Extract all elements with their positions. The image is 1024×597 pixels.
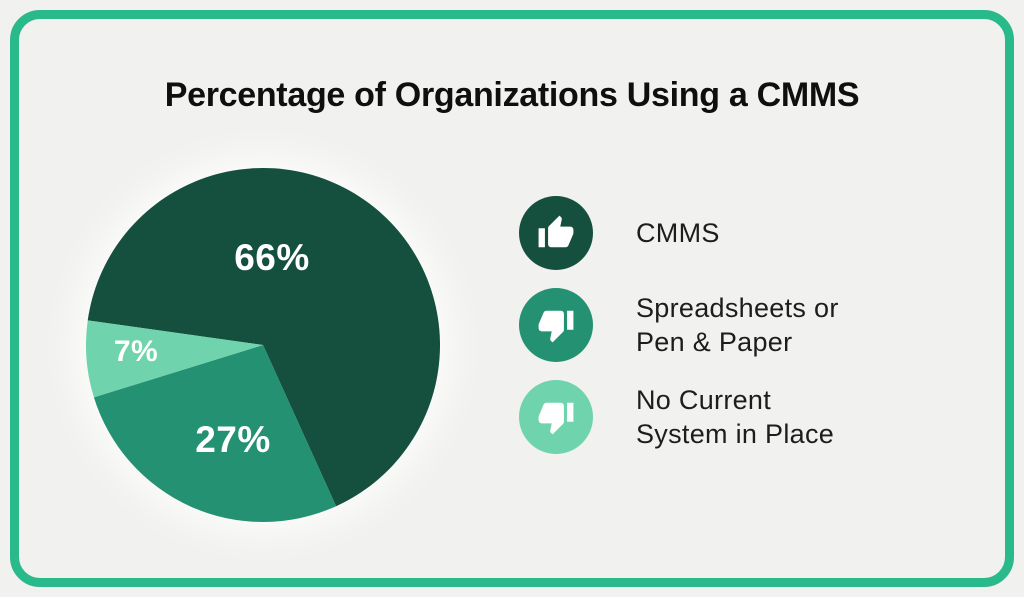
thumbs-down-icon <box>519 288 593 362</box>
pie-chart: 66% 27% 7% <box>86 168 440 522</box>
thumbs-down-icon <box>519 380 593 454</box>
legend-label-no-system: No Current System in Place <box>636 385 835 449</box>
chart-title: Percentage of Organizations Using a CMMS <box>164 76 860 114</box>
legend-item-no-system: No Current System in Place <box>519 380 839 454</box>
legend-label-cmms: CMMS <box>636 218 720 248</box>
thumbs-up-icon <box>519 196 593 270</box>
legend-item-cmms: CMMS <box>519 196 839 270</box>
pie-slice-label-no-system: 7% <box>113 335 159 368</box>
pie-svg <box>86 168 440 522</box>
legend-item-spreadsheets: Spreadsheets or Pen & Paper <box>519 288 839 362</box>
legend-label-spreadsheets: Spreadsheets or Pen & Paper <box>636 293 839 357</box>
chart-legend: CMMS Spreadsheets or Pen & Paper No Curr… <box>519 196 839 454</box>
pie-slice-label-spreadsheets: 27% <box>195 419 271 460</box>
pie-slice-label-cmms: 66% <box>234 237 310 278</box>
